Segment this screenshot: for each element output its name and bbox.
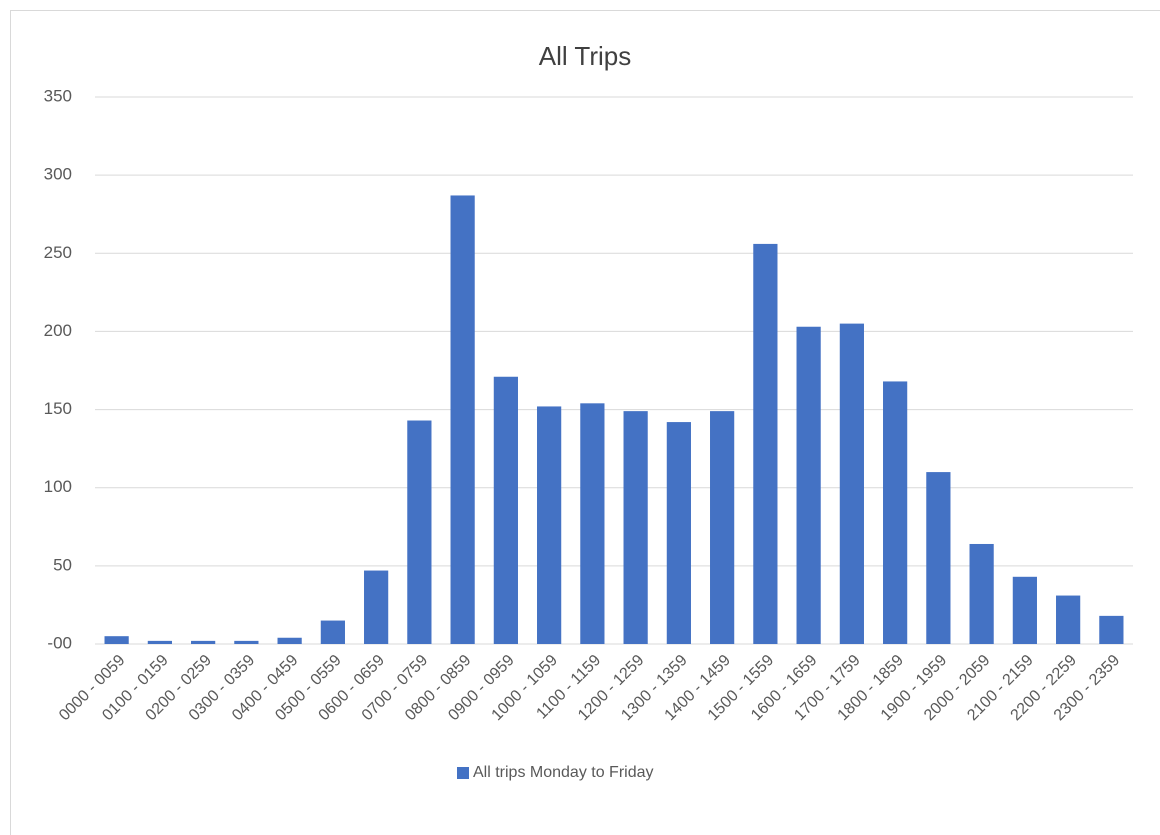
y-tick-label: 300 [44,165,72,184]
y-tick-label: 250 [44,243,72,262]
bar [234,640,259,644]
bar [623,411,648,644]
bar [537,406,562,644]
legend-label: All trips Monday to Friday [473,764,654,781]
y-tick-label: 200 [44,321,72,340]
bar [104,636,129,644]
legend-swatch [457,767,469,779]
bar [493,376,518,644]
bar [1099,615,1124,644]
y-tick-label: 350 [44,86,72,105]
bar [147,640,172,644]
bar [753,243,778,644]
bar [191,640,216,644]
bar [796,326,821,644]
bar [1056,595,1081,644]
bar [839,323,864,644]
y-tick-label: 150 [44,399,72,418]
bar [969,543,994,644]
bar [666,422,691,644]
bar [926,472,951,644]
y-tick-label: -00 [47,633,72,652]
y-tick-label: 50 [53,555,72,574]
chart-title: All Trips [539,41,631,71]
bar [320,620,345,644]
bar [883,381,908,644]
bar [407,420,432,644]
y-tick-label: 100 [44,477,72,496]
bar [364,570,389,644]
bar [580,403,605,644]
bar [450,195,475,644]
bar [277,637,302,644]
bar [1012,576,1037,644]
bar [710,411,735,644]
